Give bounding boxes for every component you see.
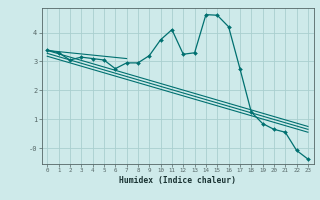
X-axis label: Humidex (Indice chaleur): Humidex (Indice chaleur): [119, 176, 236, 185]
